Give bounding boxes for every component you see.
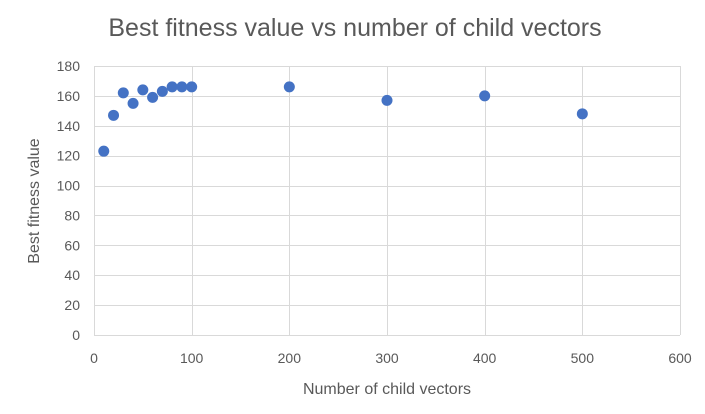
data-point bbox=[117, 87, 129, 99]
data-point bbox=[176, 81, 188, 93]
x-tick-label: 0 bbox=[90, 350, 98, 366]
data-point bbox=[283, 81, 295, 93]
y-tick-label: 120 bbox=[57, 148, 81, 164]
data-point bbox=[108, 109, 120, 121]
data-point bbox=[381, 94, 393, 106]
x-tick-label: 100 bbox=[180, 350, 204, 366]
y-tick-label: 100 bbox=[57, 178, 81, 194]
x-axis-tick-labels: 0 100 200 300 400 500 600 bbox=[90, 350, 692, 366]
data-point bbox=[127, 97, 139, 109]
y-axis-tick-labels: 0 20 40 60 80 100 120 140 160 180 bbox=[57, 58, 81, 343]
y-tick-label: 60 bbox=[64, 237, 80, 253]
data-point bbox=[576, 108, 588, 120]
x-tick-label: 400 bbox=[473, 350, 497, 366]
data-point bbox=[186, 81, 198, 93]
data-point bbox=[98, 145, 110, 157]
x-axis-title: Number of child vectors bbox=[303, 381, 471, 398]
y-tick-label: 40 bbox=[64, 267, 80, 283]
data-point bbox=[137, 84, 149, 96]
y-tick-label: 180 bbox=[57, 58, 81, 74]
chart-title: Best fitness value vs number of child ve… bbox=[108, 14, 601, 42]
y-tick-label: 140 bbox=[57, 118, 81, 134]
y-tick-label: 20 bbox=[64, 297, 80, 313]
y-tick-label: 160 bbox=[57, 88, 81, 104]
x-tick-label: 500 bbox=[571, 350, 595, 366]
y-axis-title: Best fitness value bbox=[26, 138, 43, 264]
data-point bbox=[479, 90, 491, 102]
x-tick-label: 600 bbox=[668, 350, 692, 366]
x-tick-label: 300 bbox=[375, 350, 399, 366]
y-tick-label: 80 bbox=[64, 207, 80, 223]
y-tick-label: 0 bbox=[72, 327, 80, 343]
gridlines bbox=[94, 66, 681, 336]
data-point bbox=[166, 81, 178, 93]
data-point bbox=[156, 85, 168, 97]
data-points bbox=[98, 81, 588, 157]
data-point bbox=[147, 91, 159, 103]
x-tick-label: 200 bbox=[278, 350, 302, 366]
